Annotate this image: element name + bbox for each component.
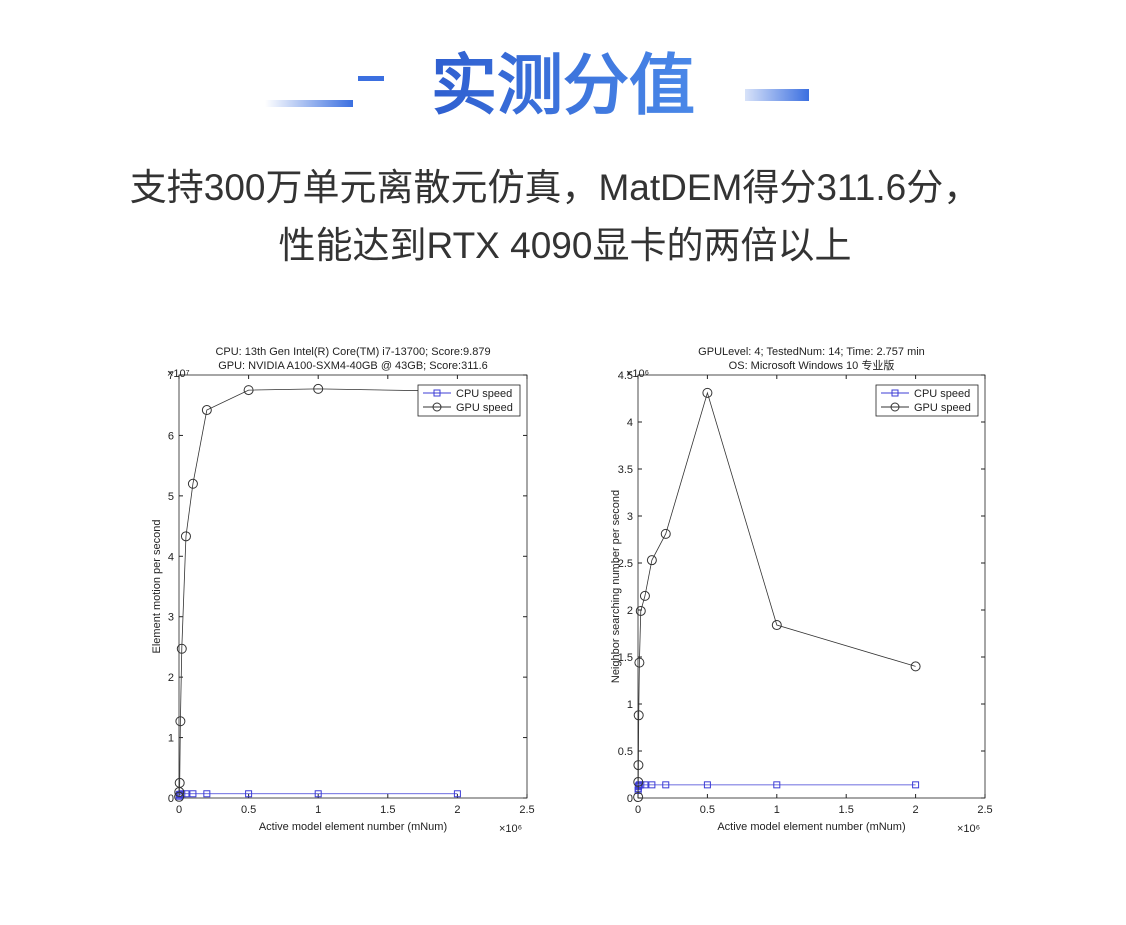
legend-marker — [890, 402, 900, 412]
decor-bar — [358, 76, 384, 81]
y-tick-label: 5 — [168, 491, 174, 503]
marker — [635, 605, 646, 616]
series-line — [637, 391, 916, 798]
y-tick-label: 2 — [168, 672, 174, 684]
y-tick-label: 7 — [168, 370, 174, 382]
y-axis-label: Element motion per second — [151, 520, 163, 654]
charts: 0 0.5 1 1.5 2 2.5 0 1 2 3 4 5 6 7 ×10⁶ ×10⁷ CPU: 13th Ge… — [151, 346, 993, 835]
legend-label: CPU speed — [914, 388, 970, 400]
marker — [453, 790, 461, 798]
decor-bar — [745, 89, 809, 101]
y-exponent: ×10⁶ — [626, 368, 649, 380]
y-tick-label: 0 — [168, 793, 174, 805]
series-line — [178, 388, 458, 797]
legend-marker — [433, 389, 441, 397]
marker — [245, 790, 253, 798]
x-exponent: ×10⁶ — [957, 823, 980, 835]
marker — [637, 781, 645, 789]
y-axis-label: Neighbor searching number per second — [610, 490, 622, 683]
y-tick-label: 6 — [168, 430, 174, 442]
y-tick-label: 4.5 — [618, 370, 633, 382]
marker — [633, 760, 644, 771]
marker — [703, 781, 711, 789]
y-tick-label: 2 — [627, 605, 633, 617]
marker — [662, 781, 670, 789]
x-exponent: ×10⁶ — [499, 823, 522, 835]
plot-frame — [637, 374, 986, 799]
marker — [178, 790, 186, 798]
y-tick-label: 1 — [627, 699, 633, 711]
y-tick-label: 0.5 — [618, 746, 633, 758]
x-tick-label: 1 — [774, 804, 780, 816]
marker — [187, 478, 198, 489]
legend-label: CPU speed — [456, 388, 512, 400]
marker — [203, 790, 211, 798]
x-tick-label: 2 — [454, 804, 460, 816]
x-tick-label: 0 — [176, 804, 182, 816]
legend-label: GPU speed — [914, 402, 971, 414]
marker — [910, 661, 921, 672]
legend-marker — [891, 389, 899, 397]
y-tick-label: 3.5 — [618, 464, 633, 476]
y-tick-label: 1 — [168, 733, 174, 745]
legend-label: GPU speed — [456, 402, 513, 414]
x-tick-label: 0.5 — [241, 804, 256, 816]
page-title: 实测分值 — [431, 48, 695, 122]
x-tick-label: 2 — [913, 804, 919, 816]
marker — [189, 790, 197, 798]
marker — [313, 383, 324, 394]
marker — [773, 781, 781, 789]
marker — [633, 792, 644, 803]
marker — [660, 528, 671, 539]
marker — [634, 657, 645, 668]
marker — [633, 777, 644, 788]
marker — [314, 790, 322, 798]
marker — [639, 590, 650, 601]
marker — [648, 781, 656, 789]
chart-title: CPU: 13th Gen Intel(R) Core(TM) i7-13700… — [215, 346, 490, 358]
y-tick-label: 3 — [627, 511, 633, 523]
x-axis-label: Active model element number (mNum) — [717, 821, 905, 833]
plot-frame — [178, 374, 528, 799]
y-tick-label: 4 — [627, 417, 633, 429]
subtitle: 支持300万单元离散元仿真，MatDEM得分311.6分， — [130, 167, 980, 208]
x-tick-label: 1.5 — [839, 804, 854, 816]
y-tick-label: 4 — [168, 551, 174, 563]
subtitle: 性能达到RTX 4090显卡的两倍以上 — [279, 225, 852, 266]
y-tick-label: 2.5 — [618, 558, 633, 570]
marker — [243, 385, 254, 396]
x-tick-label: 1.5 — [380, 804, 395, 816]
decor-bar — [265, 100, 353, 107]
x-tick-label: 2.5 — [977, 804, 992, 816]
chart-title: GPULevel: 4; TestedNum: 14; Time: 2.757 … — [698, 346, 925, 358]
x-tick-label: 0.5 — [700, 804, 715, 816]
marker — [201, 405, 212, 416]
y-tick-label: 3 — [168, 612, 174, 624]
marker — [174, 791, 185, 802]
y-tick-label: 1.5 — [618, 652, 633, 664]
legend-marker — [432, 402, 442, 412]
x-tick-label: 0 — [635, 804, 641, 816]
marker — [175, 716, 186, 727]
marker — [702, 387, 713, 398]
chart-title: OS: Microsoft Windows 10 专业版 — [729, 358, 895, 372]
y-exponent: ×10⁷ — [167, 368, 190, 380]
marker — [912, 781, 920, 789]
marker — [633, 710, 644, 721]
marker — [174, 777, 185, 788]
x-tick-label: 2.5 — [519, 804, 534, 816]
marker — [646, 555, 657, 566]
marker — [771, 620, 782, 631]
y-tick-label: 0 — [627, 793, 633, 805]
chart-title: GPU: NVIDIA A100-SXM4-40GB @ 43GB; Score… — [218, 360, 488, 372]
x-axis-label: Active model element number (mNum) — [259, 821, 447, 833]
marker — [176, 643, 187, 654]
marker — [180, 531, 191, 542]
x-tick-label: 1 — [315, 804, 321, 816]
